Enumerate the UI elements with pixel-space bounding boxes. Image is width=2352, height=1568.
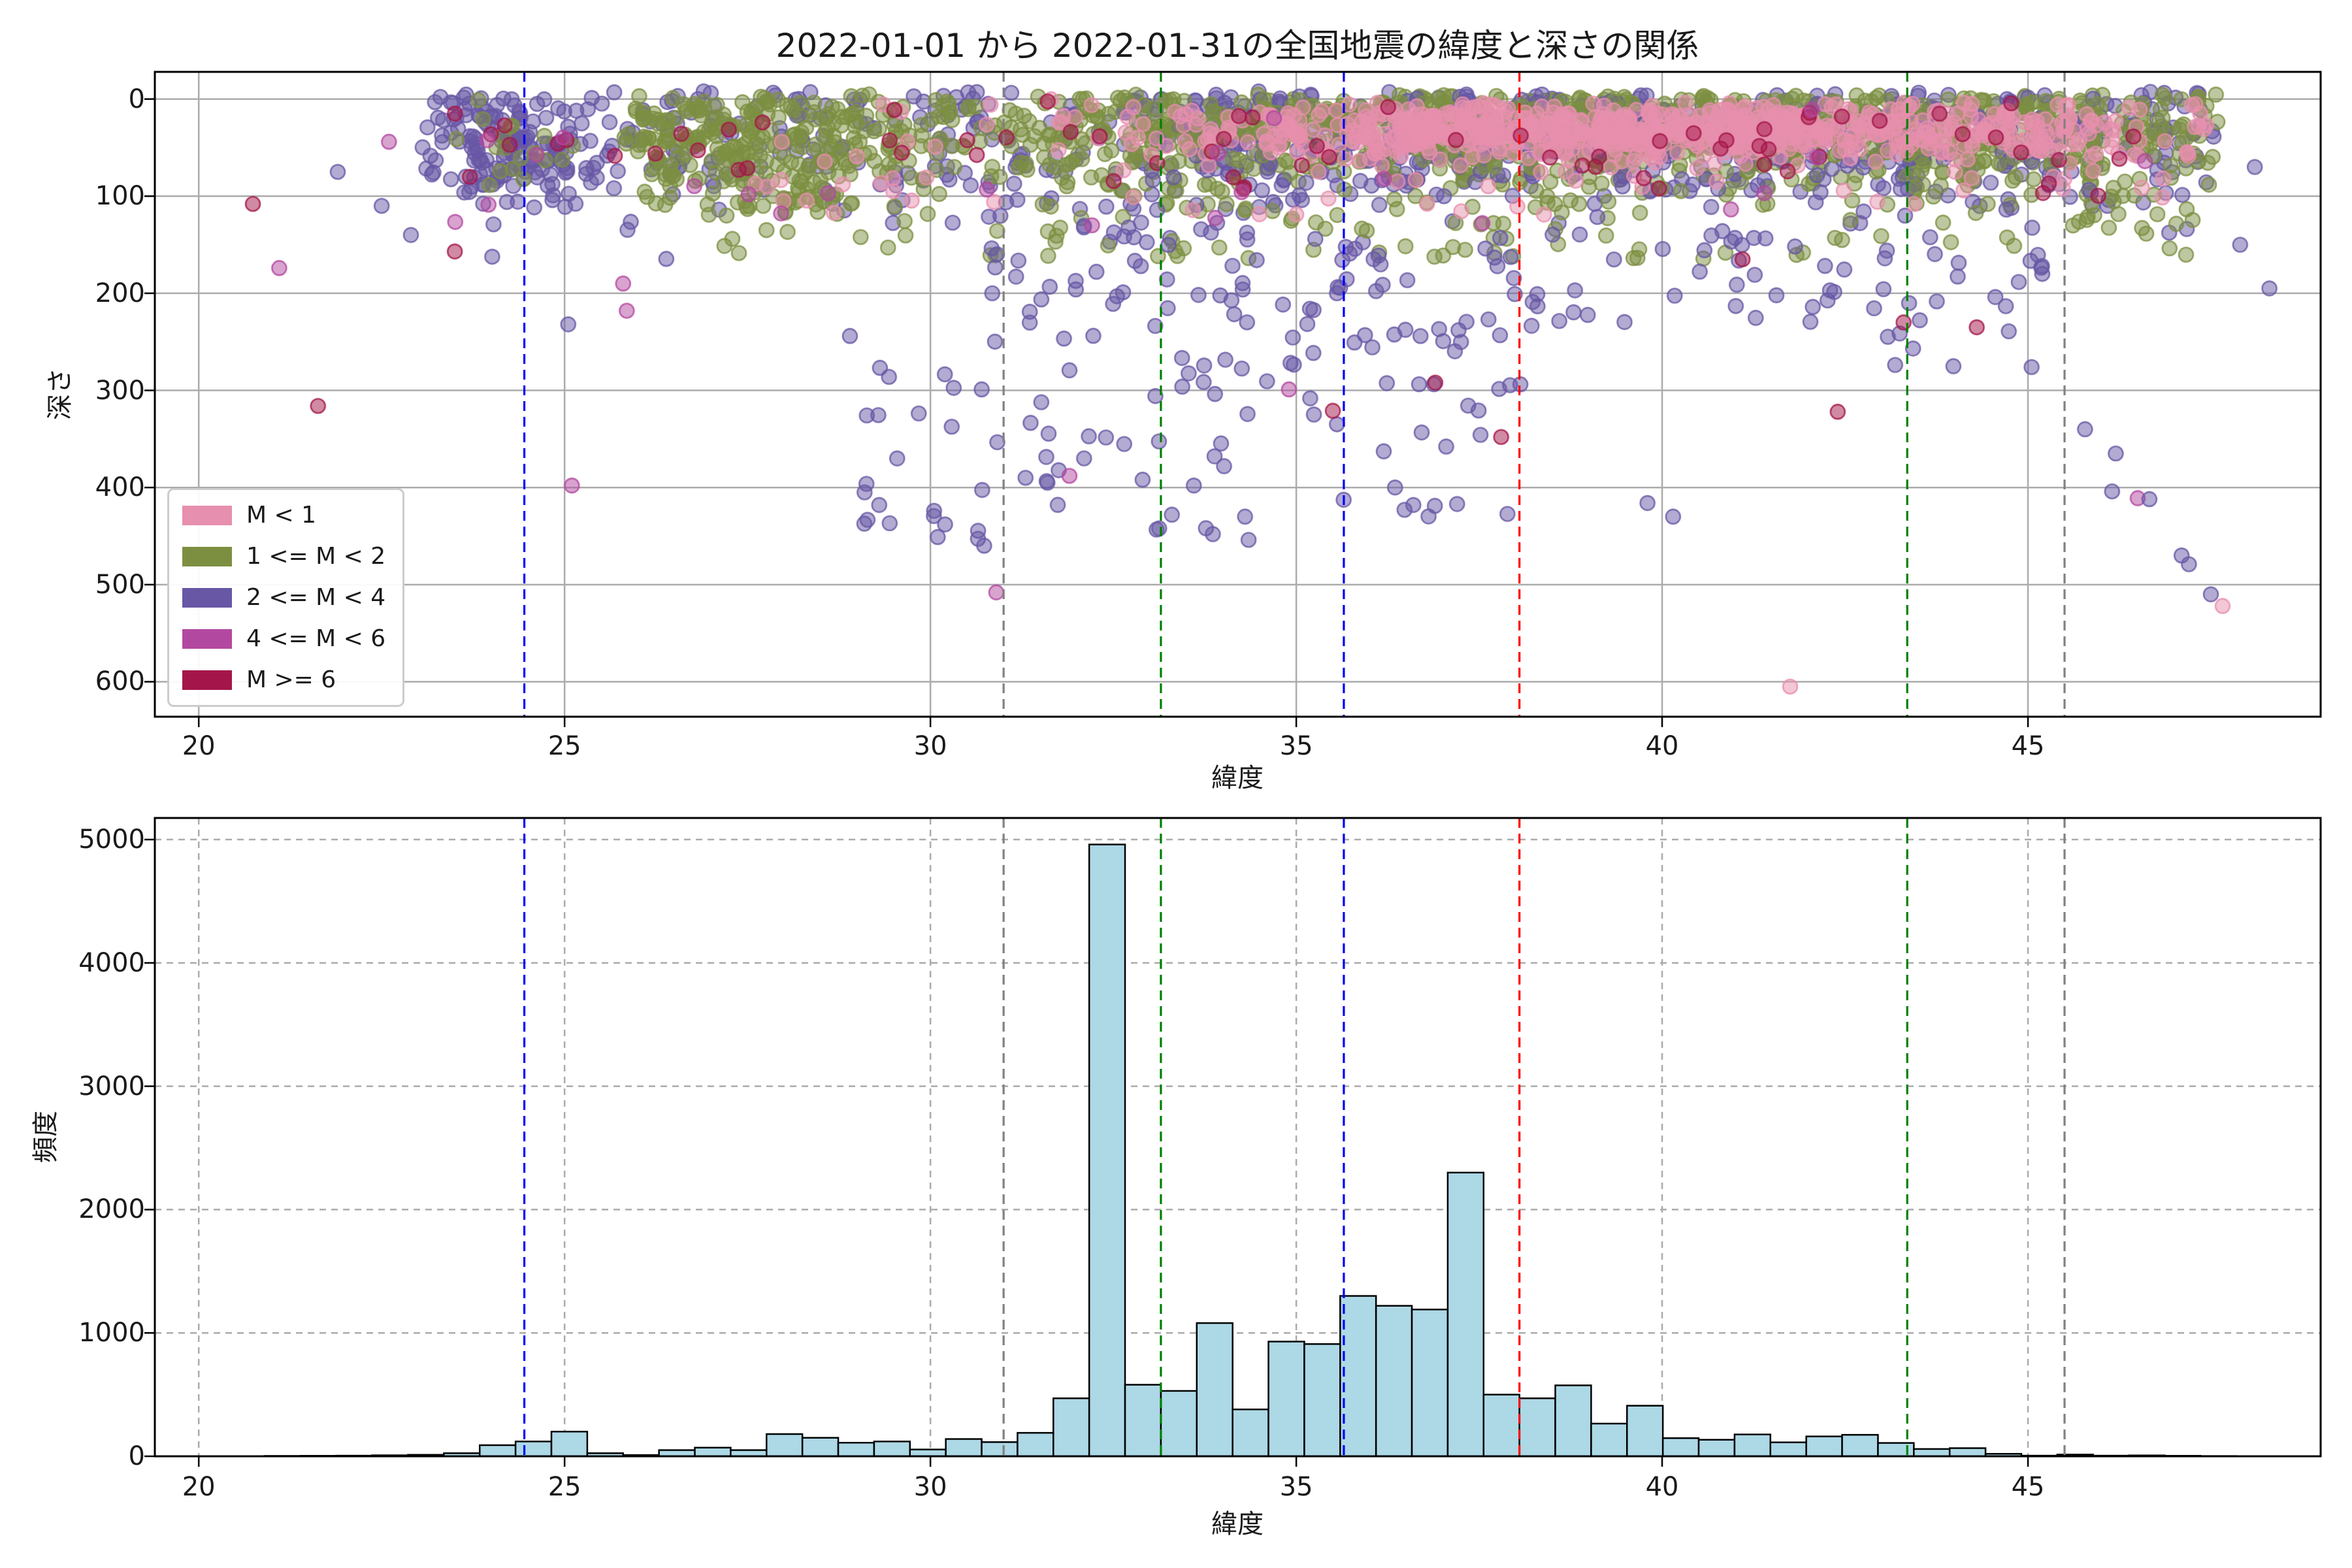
y-tick-label: 1000	[78, 1318, 145, 1348]
x-tick-label: 35	[1279, 731, 1313, 761]
legend-swatch	[182, 505, 232, 525]
y-tick-label: 0	[128, 84, 145, 114]
y-tick-label: 600	[95, 666, 145, 697]
legend-item: 2 <= M < 4	[182, 584, 385, 611]
hist-bar	[1160, 1390, 1198, 1458]
legend-item: M < 1	[182, 502, 385, 529]
legend-label: 2 <= M < 4	[246, 584, 386, 611]
x-tick-label: 20	[182, 1472, 216, 1502]
x-tick-label: 30	[913, 1472, 947, 1502]
y-tick-label: 300	[95, 375, 145, 406]
histogram-grid-layer	[155, 818, 2321, 1458]
legend-swatch	[182, 670, 232, 690]
legend-item: M >= 6	[182, 666, 385, 693]
legend-label: 1 <= M < 2	[246, 543, 386, 570]
hist-bar	[1375, 1305, 1413, 1458]
legend-item: 4 <= M < 6	[182, 625, 385, 652]
x-tick-label: 45	[2011, 731, 2045, 761]
y-tick-label: 3000	[78, 1071, 145, 1102]
x-tick-label: 40	[1645, 1472, 1679, 1502]
hist-bar	[1554, 1384, 1592, 1458]
y-tick-label: 4000	[78, 947, 145, 978]
x-tick-label: 20	[182, 731, 216, 761]
y-tick-label: 400	[95, 472, 145, 503]
y-tick-label: 5000	[78, 825, 145, 855]
legend-label: M >= 6	[246, 666, 336, 693]
x-tick-label: 25	[547, 731, 581, 761]
scatter-canvas	[155, 72, 2321, 717]
histogram-overlay-layer	[144, 817, 2322, 1467]
histogram-y-axis-label: 頻度	[31, 1111, 61, 1163]
histogram-x-axis-label: 緯度	[1211, 1509, 1264, 1539]
scatter-overlay-layer	[144, 71, 2322, 727]
hist-bar	[1124, 1384, 1162, 1458]
axes-spine	[154, 817, 2322, 1458]
hist-bar	[1303, 1343, 1341, 1458]
legend-swatch	[182, 629, 232, 649]
y-tick-label: 100	[95, 181, 145, 212]
x-tick-label: 35	[1279, 1472, 1313, 1502]
legend-swatch	[182, 546, 232, 566]
hist-bar	[1482, 1394, 1520, 1458]
y-tick-label: 2000	[78, 1194, 145, 1225]
x-tick-label: 30	[913, 731, 947, 761]
axes-spine	[154, 71, 2322, 718]
hist-bar	[1446, 1171, 1485, 1458]
hist-bar	[1053, 1397, 1090, 1458]
x-tick-label: 40	[1645, 731, 1679, 761]
x-tick-label: 25	[547, 1472, 581, 1502]
y-tick-label: 0	[128, 1441, 145, 1471]
hist-bar	[1088, 843, 1126, 1458]
y-tick-label: 500	[95, 569, 145, 600]
hist-bar	[1267, 1341, 1305, 1458]
hist-bar	[801, 1437, 840, 1458]
x-tick-label: 45	[2011, 1472, 2045, 1502]
chart-title: 2022-01-01 から 2022-01-31の全国地震の緯度と深さの関係	[776, 27, 1699, 65]
hist-bar	[1841, 1433, 1879, 1458]
legend: M < 1 1 <= M < 2 2 <= M < 4 4 <= M < 6 M >= …	[167, 488, 405, 707]
legend-label: M < 1	[246, 502, 317, 529]
scatter-x-axis-label: 緯度	[1211, 763, 1264, 793]
y-tick-label: 200	[95, 278, 145, 308]
legend-swatch	[182, 587, 232, 608]
legend-label: 4 <= M < 6	[246, 625, 386, 652]
legend-item: 1 <= M < 2	[182, 543, 385, 570]
